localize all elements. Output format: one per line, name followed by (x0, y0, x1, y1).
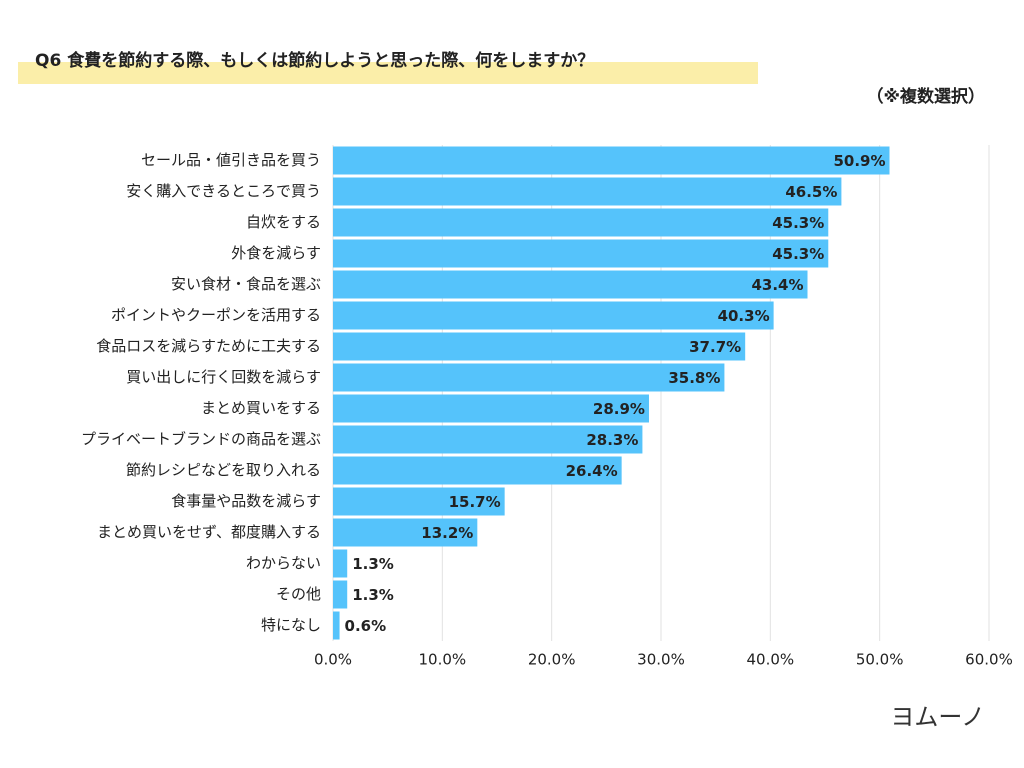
y-tick-label: まとめ買いをする (201, 399, 321, 417)
y-tick-label: ポイントやクーポンを活用する (111, 306, 321, 324)
y-tick-label: 外食を減らす (231, 244, 321, 262)
y-tick-label: その他 (276, 585, 321, 603)
value-label: 1.3% (352, 555, 394, 573)
chart-title: Q6 食費を節約する際、もしくは節約しようと思った際、何をしますか？ (35, 50, 594, 71)
value-label: 45.3% (772, 214, 824, 232)
bar (333, 301, 774, 330)
bar (333, 580, 348, 609)
x-tick-label: 10.0% (419, 651, 467, 669)
bar (333, 208, 829, 237)
value-label: 35.8% (668, 369, 720, 387)
y-tick-label: 安い食材・食品を選ぶ (171, 275, 321, 293)
bar (333, 518, 478, 547)
value-label: 28.3% (586, 431, 638, 449)
y-tick-label: 買い出しに行く回数を減らす (126, 368, 321, 386)
x-tick-label: 30.0% (637, 651, 685, 669)
x-tick-label: 60.0% (965, 651, 1013, 669)
bar (333, 487, 505, 516)
chart-subtitle: （※複数選択） (866, 86, 985, 107)
bar (333, 611, 340, 640)
value-label: 1.3% (352, 586, 394, 604)
value-label: 0.6% (345, 617, 387, 635)
y-tick-label: わからない (246, 554, 321, 572)
y-tick-label: プライベートブランドの商品を選ぶ (81, 430, 321, 448)
bar (333, 549, 348, 578)
value-label: 50.9% (833, 152, 885, 170)
bar (333, 146, 890, 175)
y-tick-label: 節約レシピなどを取り入れる (126, 461, 321, 479)
y-tick-label: 食品ロスを減らすために工夫する (96, 337, 321, 355)
logo: ヨムーノ (890, 703, 985, 731)
x-tick-label: 50.0% (856, 651, 904, 669)
bar (333, 425, 643, 454)
bar (333, 270, 808, 299)
x-tick-label: 20.0% (528, 651, 576, 669)
y-tick-label: セール品・値引き品を買う (141, 151, 321, 169)
value-label: 37.7% (689, 338, 741, 356)
y-tick-label: まとめ買いをせず、都度購入する (97, 523, 321, 541)
x-tick-label: 0.0% (314, 651, 352, 669)
title-highlight (18, 62, 758, 84)
value-label: 40.3% (718, 307, 770, 325)
bar (333, 394, 649, 423)
x-tick-label: 40.0% (747, 651, 795, 669)
bar (333, 239, 829, 268)
bar (333, 332, 746, 361)
value-label: 15.7% (449, 493, 501, 511)
bar (333, 363, 725, 392)
value-label: 46.5% (785, 183, 837, 201)
value-label: 43.4% (751, 276, 803, 294)
value-label: 13.2% (421, 524, 473, 542)
bar (333, 177, 842, 206)
y-tick-label: 安く購入できるところで買う (126, 182, 321, 200)
y-tick-label: 食事量や品数を減らす (171, 492, 321, 510)
value-label: 26.4% (566, 462, 618, 480)
value-label: 28.9% (593, 400, 645, 418)
value-label: 45.3% (772, 245, 824, 263)
bar (333, 456, 622, 485)
y-tick-label: 特になし (261, 616, 321, 634)
y-tick-label: 自炊をする (246, 213, 321, 231)
